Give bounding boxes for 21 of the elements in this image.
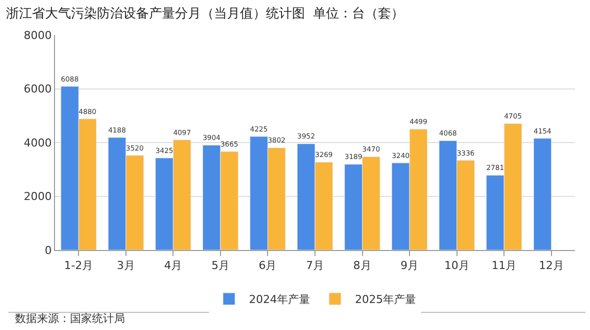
x-tick-label: 10月 xyxy=(444,259,470,272)
y-tick-label: 0 xyxy=(44,244,52,257)
y-tick-label: 2000 xyxy=(24,190,52,204)
x-tick-label: 6月 xyxy=(258,259,277,272)
x-tick-label: 5月 xyxy=(211,259,230,272)
source-note: 数据来源：国家统计局 xyxy=(15,312,125,325)
x-tick-label: 11月 xyxy=(492,259,517,272)
y-tick-label: 8000 xyxy=(24,28,52,42)
legend-label: 2024年产量 xyxy=(249,293,310,306)
x-tick-label: 4月 xyxy=(164,259,182,272)
bar xyxy=(533,138,552,250)
x-tick-label: 1-2月 xyxy=(64,259,94,272)
x-tick-label: 9月 xyxy=(400,259,419,272)
x-tick-label: 12月 xyxy=(538,259,564,272)
legend-label: 2025年产量 xyxy=(355,293,416,306)
x-tick-label: 3月 xyxy=(116,259,135,272)
chart-title: 浙江省大气污染防治设备产量分月（当月值）统计图 单位：台（套） xyxy=(6,6,404,22)
y-tick-label: 6000 xyxy=(24,82,52,96)
x-tick-label: 7月 xyxy=(306,259,324,272)
x-tick-label: 8月 xyxy=(353,259,372,272)
y-tick-label: 4000 xyxy=(24,136,52,150)
